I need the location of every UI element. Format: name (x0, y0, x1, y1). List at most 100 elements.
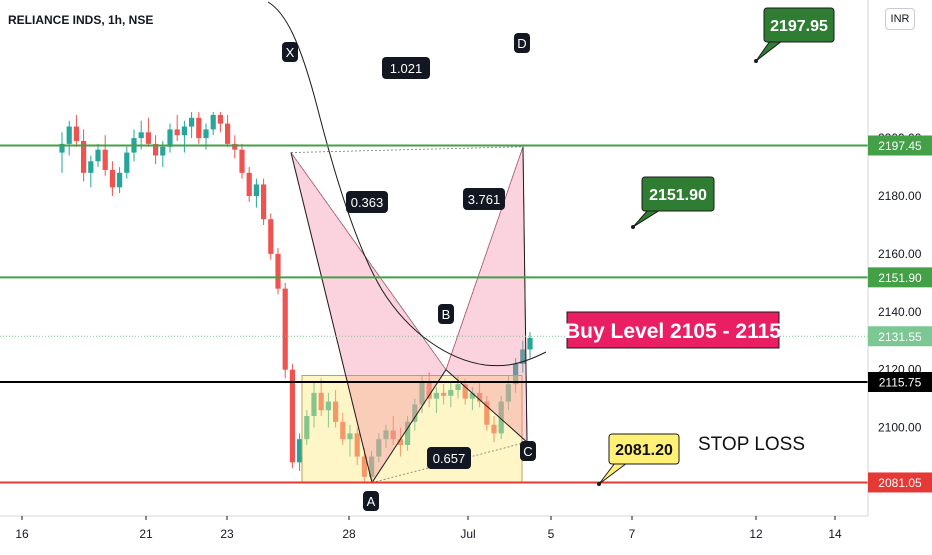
price-tag-label-last-price: 2131.55 (878, 330, 922, 344)
label-layer: 2197.95 2151.90 2081.20 X A B C D 1.021 0.363 3.76… (282, 7, 835, 511)
callout-pointer (755, 40, 784, 62)
ratio-box-xd (382, 57, 430, 79)
callout-label: 2197.95 (770, 18, 828, 35)
buy-zone-box (301, 374, 523, 484)
x-tick-label-3: 28 (342, 527, 356, 541)
candle-body (527, 337, 533, 350)
candle-body (81, 140, 87, 173)
x-tick-label-5: 5 (548, 527, 555, 541)
y-tick-label-0: 2100.00 (878, 421, 922, 435)
candle-body (419, 381, 425, 405)
candle-body (282, 288, 288, 370)
price-tag-label-resistance-2: 2197.45 (878, 139, 922, 153)
candle-body (376, 439, 382, 457)
callout-box (641, 176, 715, 212)
candle-body (203, 129, 209, 139)
ratio-line-xd (290, 146, 524, 153)
x-tick-label-0: 16 (15, 527, 29, 541)
candle-body (217, 114, 223, 124)
ratio-label-xd: 1.021 (390, 61, 423, 76)
candle-body (196, 117, 202, 139)
x-tick-label-2: 23 (220, 527, 234, 541)
candle-body (412, 404, 418, 422)
price-tag-last-price (868, 326, 932, 347)
pattern-point-d-label: D (517, 36, 526, 51)
candle-body (102, 149, 108, 170)
candle-body (297, 439, 303, 463)
callout-anchor (754, 59, 758, 63)
ratio-label-ac: 0.657 (433, 451, 466, 466)
candle-body (88, 161, 94, 173)
candle-body (275, 253, 281, 289)
candle-body (253, 184, 259, 196)
pattern-point-c-box (520, 441, 536, 461)
candle-body (246, 172, 252, 196)
ratio-label-bd: 3.761 (468, 192, 501, 207)
drawing-layer (0, 1, 868, 484)
ratio-line-xb (290, 152, 447, 370)
callout-stop-loss: 2081.20 (597, 433, 680, 486)
candle-body (455, 384, 461, 390)
candle-body (117, 172, 123, 188)
x-tick-label-6: 7 (629, 527, 636, 541)
candle-body (505, 384, 511, 402)
price-tag-label-buy-line: 2115.75 (879, 376, 922, 390)
ratio-label-xb: 0.363 (351, 195, 384, 210)
candle-body (477, 392, 483, 402)
candle-body (289, 369, 295, 463)
candle-body (498, 401, 504, 434)
candle-body (462, 384, 468, 399)
ratio-box-ac (427, 447, 471, 469)
candle-body (261, 184, 267, 220)
ratio-line-bd (445, 146, 524, 370)
candle-body (124, 152, 130, 173)
candle-body (513, 363, 519, 385)
candle-body (405, 421, 411, 445)
candle-body (361, 456, 367, 477)
pattern-point-c-label: C (523, 444, 532, 459)
ratio-box-xb (346, 191, 388, 213)
candle-body (311, 392, 317, 417)
candle-body (66, 126, 72, 144)
candle-body (268, 219, 274, 254)
candle-body (174, 129, 180, 136)
callout-target-2: 2197.95 (754, 7, 835, 63)
candle-body (325, 401, 331, 411)
price-tag-stop-loss (868, 472, 932, 493)
pattern-point-x-box (282, 42, 298, 62)
candle-body (153, 143, 159, 156)
moving-average-line (267, 1, 547, 367)
callout-pointer (598, 462, 629, 485)
candle-body (448, 389, 454, 396)
currency-button[interactable]: INR (885, 8, 915, 30)
candle-body (318, 392, 324, 411)
callout-box (608, 433, 680, 465)
candle-body (433, 392, 439, 399)
callout-box (763, 7, 835, 43)
candle-body (59, 143, 65, 153)
x-tick-label-1: 21 (139, 527, 153, 541)
x-tick-label-7: 12 (749, 527, 763, 541)
candle-body (95, 149, 101, 162)
candle-body (189, 117, 195, 127)
callout-target-1: 2151.90 (631, 176, 715, 229)
candle-body (160, 146, 166, 156)
pattern-leg-xa (290, 152, 373, 483)
candle-layer (59, 112, 533, 483)
y-tick-label-3: 2160.00 (878, 247, 922, 261)
callout-anchor (631, 225, 635, 229)
buy-level-text: Buy Level 2105 - 2115 (565, 320, 781, 343)
candle-body (138, 132, 144, 139)
buy-level-banner (566, 311, 780, 349)
pattern-point-a-label: A (367, 494, 376, 509)
price-tag-resistance-1 (868, 267, 932, 288)
candle-body (347, 433, 353, 440)
y-tick-label-4: 2180.00 (878, 189, 922, 203)
candle-body (210, 114, 216, 130)
x-tick-label-8: 14 (828, 527, 842, 541)
price-tag-buy-line (868, 372, 932, 393)
candle-body (109, 169, 115, 188)
callout-label: 2081.20 (615, 442, 673, 459)
